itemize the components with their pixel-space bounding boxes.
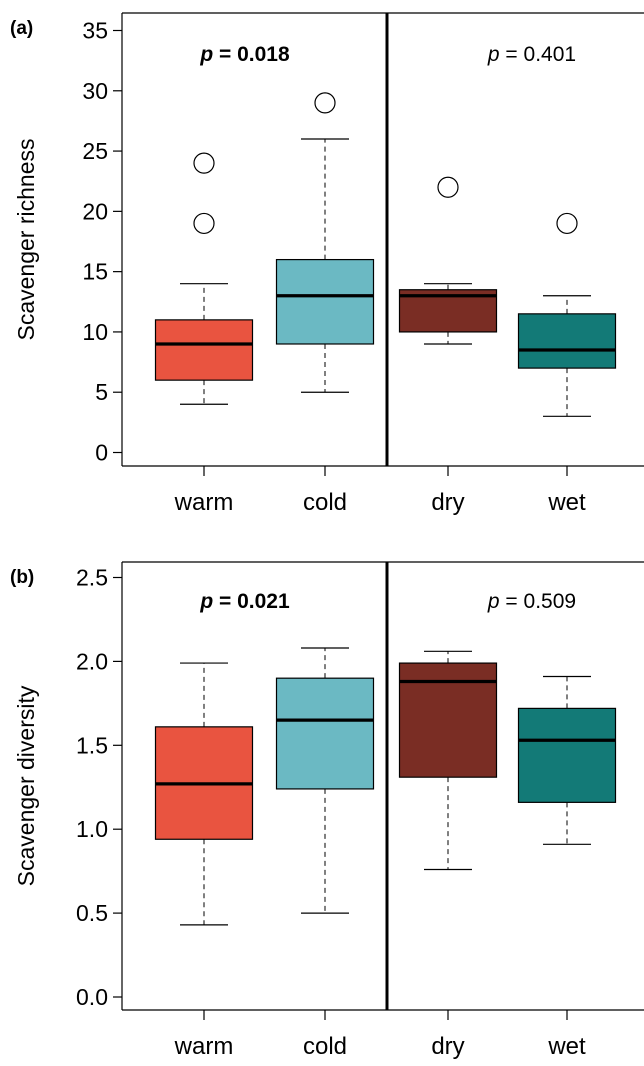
panel-a: 0 5 10 15 20 25 30 35 Scavenger richness (a) warm c… xyxy=(10,12,644,516)
box-cold xyxy=(275,647,375,914)
x-tick-label-cold: cold xyxy=(303,1033,347,1060)
y-tick-label: 0.0 xyxy=(76,984,108,1010)
box-warm xyxy=(154,152,254,405)
y-tick-label: 1.0 xyxy=(76,816,108,842)
box-iqr xyxy=(517,707,617,803)
x-tick-label-warm: warm xyxy=(174,489,234,516)
p-symbol: p xyxy=(199,43,213,66)
p-value: = 0.401 xyxy=(500,43,576,66)
box-iqr xyxy=(275,677,375,790)
p-value-annotation-right: p = 0.509 xyxy=(487,590,576,613)
y-tick-label: 1.5 xyxy=(76,732,108,758)
outlier-point xyxy=(193,212,215,235)
x-tick-label-wet: wet xyxy=(547,1033,586,1060)
p-symbol: p xyxy=(487,43,500,66)
y-tick-label: 5 xyxy=(95,379,108,405)
y-tick-label: 20 xyxy=(82,198,108,224)
y-tick-label: 0.5 xyxy=(76,900,108,926)
box-iqr xyxy=(154,319,254,381)
y-tick-label: 0 xyxy=(95,440,108,466)
y-tick-label: 2.0 xyxy=(76,648,108,674)
box-warm xyxy=(154,662,254,926)
panel-label: (a) xyxy=(10,18,33,39)
x-tick-label-dry: dry xyxy=(431,489,464,516)
y-tick-label: 15 xyxy=(82,259,108,285)
box-dry xyxy=(398,176,498,345)
p-value-annotation-left: p = 0.021 xyxy=(199,590,290,613)
p-value-annotation-right: p = 0.401 xyxy=(487,43,576,66)
y-tick-label: 10 xyxy=(82,319,108,345)
p-value: = 0.021 xyxy=(213,590,290,613)
box-dry xyxy=(398,650,498,871)
p-symbol: p xyxy=(487,590,500,613)
outlier-point xyxy=(556,212,578,235)
outlier-point xyxy=(437,176,459,198)
y-tick-label: 30 xyxy=(82,78,108,104)
y-tick-label: 35 xyxy=(82,18,108,44)
panel-b: 0.0 0.5 1.0 1.5 2.0 2.5 Scavenger diversity (b)… xyxy=(10,561,644,1060)
p-value-annotation-left: p = 0.018 xyxy=(199,43,290,66)
box-cold xyxy=(275,92,375,393)
x-tick-label-cold: cold xyxy=(303,489,347,516)
y-axis-label: Scavenger richness xyxy=(13,139,39,341)
p-value: = 0.018 xyxy=(213,43,290,66)
p-value: = 0.509 xyxy=(500,590,576,613)
box-wet xyxy=(517,675,617,845)
x-tick-label-dry: dry xyxy=(431,1033,464,1060)
y-tick-label: 25 xyxy=(82,138,108,164)
y-tick-label: 2.5 xyxy=(76,565,108,591)
y-axis-label: Scavenger diversity xyxy=(13,685,39,886)
x-tick-label-warm: warm xyxy=(174,1033,234,1060)
p-symbol: p xyxy=(199,590,213,613)
outlier-point xyxy=(193,152,215,174)
panel-label: (b) xyxy=(10,567,34,588)
x-tick-label-wet: wet xyxy=(547,489,586,516)
outlier-point xyxy=(314,92,336,114)
box-iqr xyxy=(517,313,617,369)
box-wet xyxy=(517,212,617,417)
box-iqr xyxy=(275,258,375,345)
